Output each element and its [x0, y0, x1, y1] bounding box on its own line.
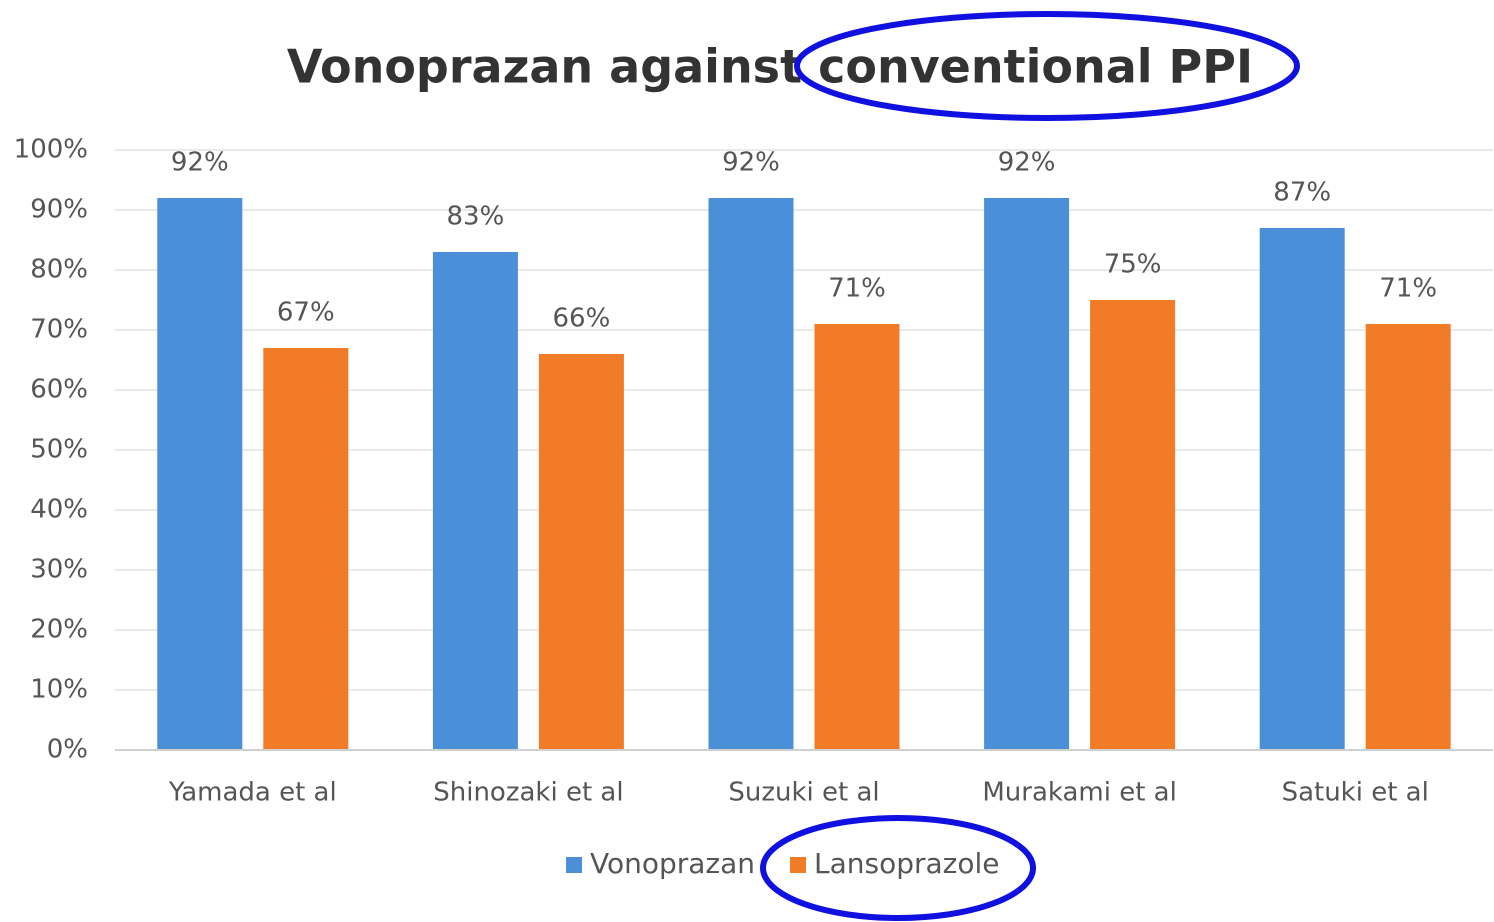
- bar: [708, 198, 794, 750]
- data-label: 92%: [998, 148, 1056, 178]
- legend-swatch: [790, 857, 806, 873]
- highlight-ellipse: [794, 11, 1300, 121]
- data-label: 67%: [277, 298, 335, 328]
- x-tick-label: Shinozaki et al: [433, 778, 623, 808]
- y-tick-label: 30%: [30, 555, 88, 585]
- legend-label: Lansoprazole: [814, 847, 1000, 880]
- legend-swatch: [566, 857, 582, 873]
- data-label: 75%: [1104, 250, 1162, 280]
- x-tick-label: Yamada et al: [168, 778, 337, 808]
- plot-area: 0% 10% 20% 30% 40% 50% 60% 70% 80% 90% 100% Yamada …: [14, 135, 1493, 880]
- highlight-ellipse: [760, 815, 1036, 921]
- y-tick-label: 70%: [30, 315, 88, 345]
- bar: [984, 198, 1070, 750]
- data-label: 83%: [447, 202, 505, 232]
- bar: [157, 198, 243, 750]
- data-label: 92%: [171, 148, 229, 178]
- x-tick-label: Murakami et al: [982, 778, 1177, 808]
- data-label: 92%: [722, 148, 780, 178]
- x-tick-label: Satuki et al: [1282, 778, 1429, 808]
- y-tick-label: 80%: [30, 255, 88, 285]
- y-tick-label: 60%: [30, 375, 88, 405]
- y-tick-label: 0%: [47, 735, 88, 765]
- y-tick-label: 40%: [30, 495, 88, 525]
- y-tick-label: 10%: [30, 675, 88, 705]
- bar: [432, 252, 518, 750]
- legend-label: Vonoprazan: [590, 847, 755, 880]
- bar: [538, 354, 624, 750]
- x-tick-label: Suzuki et al: [728, 778, 879, 808]
- bar: [1259, 228, 1345, 750]
- y-tick-label: 90%: [30, 195, 88, 225]
- y-tick-label: 50%: [30, 435, 88, 465]
- y-tick-label: 20%: [30, 615, 88, 645]
- bar: [1090, 300, 1176, 750]
- y-tick-label: 100%: [14, 135, 88, 165]
- data-label: 66%: [553, 304, 611, 334]
- chart-title: Vonoprazan against conventional PPI: [287, 40, 1253, 94]
- data-label: 71%: [1379, 274, 1437, 304]
- bar: [263, 348, 349, 750]
- data-label: 87%: [1273, 178, 1331, 208]
- bar: [1365, 324, 1451, 750]
- bar: [814, 324, 900, 750]
- data-label: 71%: [828, 274, 886, 304]
